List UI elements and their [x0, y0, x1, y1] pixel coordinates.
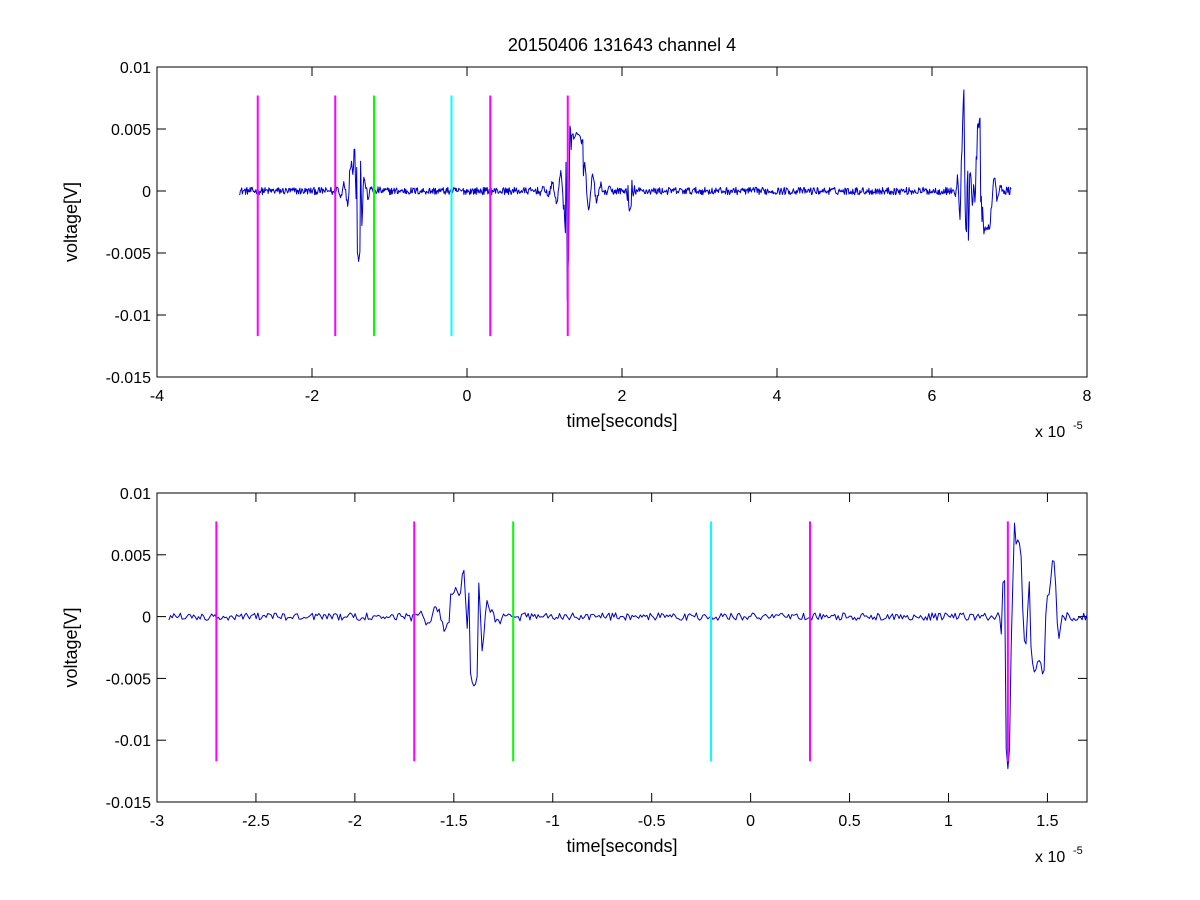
x-tick-label: 1.5 — [1036, 813, 1058, 830]
x-tick-label: 6 — [928, 388, 937, 405]
x-axis-label: time[seconds] — [566, 411, 677, 431]
x-tick-label: 4 — [773, 388, 782, 405]
chart-title: 20150406 131643 channel 4 — [508, 35, 736, 55]
x-tick-label: 2 — [618, 388, 627, 405]
x-axis-label: time[seconds] — [566, 836, 677, 856]
x-tick-label: 0 — [746, 813, 755, 830]
y-tick-label: -0.015 — [106, 795, 151, 812]
x-tick-label: -2.5 — [242, 813, 270, 830]
y-tick-label: -0.005 — [106, 671, 151, 688]
y-tick-label: 0.01 — [120, 486, 151, 503]
x-tick-label: -0.5 — [638, 813, 666, 830]
x-tick-label: -2 — [305, 388, 319, 405]
y-tick-label: -0.015 — [106, 370, 151, 387]
x-multiplier-exponent: -5 — [1073, 845, 1083, 857]
y-axis-label: voltage[V] — [61, 182, 81, 262]
x-tick-label: -1.5 — [440, 813, 468, 830]
plot-area — [156, 492, 1088, 803]
x-multiplier: x 10 — [1035, 849, 1065, 866]
y-tick-label: -0.01 — [115, 733, 152, 750]
x-tick-label: -4 — [150, 388, 164, 405]
y-tick-label: 0 — [142, 610, 151, 627]
y-tick-label: 0.005 — [111, 548, 151, 565]
voltage-trace — [239, 89, 1012, 302]
x-tick-label: -1 — [546, 813, 560, 830]
plot-area — [156, 66, 1088, 378]
x-tick-label: 0.5 — [838, 813, 860, 830]
y-tick-label: 0 — [142, 184, 151, 201]
y-axis-label: voltage[V] — [61, 607, 81, 687]
y-tick-label: -0.01 — [115, 308, 152, 325]
y-tick-label: 0.005 — [111, 122, 151, 139]
x-multiplier-exponent: -5 — [1073, 420, 1083, 432]
x-multiplier: x 10 — [1035, 424, 1065, 441]
x-tick-label: -2 — [348, 813, 362, 830]
y-tick-label: 0.01 — [120, 60, 151, 77]
x-tick-label: -3 — [150, 813, 164, 830]
x-tick-label: 1 — [944, 813, 953, 830]
voltage-trace — [168, 522, 1088, 770]
x-tick-label: 0 — [463, 388, 472, 405]
y-tick-label: -0.005 — [106, 246, 151, 263]
x-tick-label: 8 — [1083, 388, 1092, 405]
bottom-subplot: -3 -2.5 -2 -1.5 -1 -0.5 0 0.5 1 1.5 0.01 0.005 0 -0.0… — [61, 486, 1088, 866]
top-subplot: -4 -2 0 2 4 6 8 0.01 0.005 0 -0.005 -0.01 -0.015 time… — [61, 35, 1092, 441]
